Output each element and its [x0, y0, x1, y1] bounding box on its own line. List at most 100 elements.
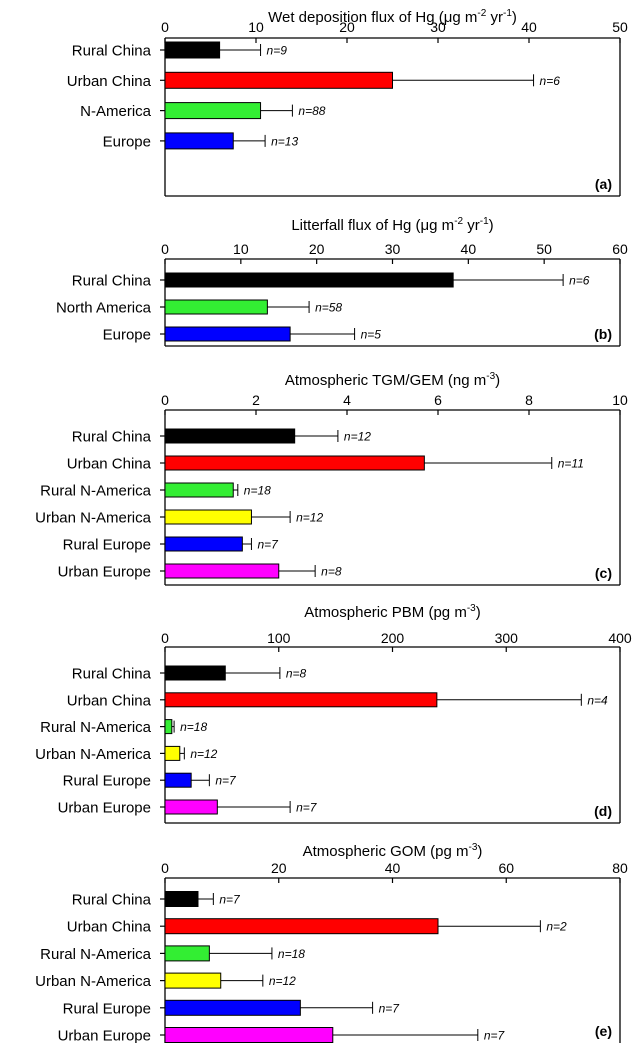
panel-c-n-label: n=8: [321, 565, 342, 579]
panel-c-tick-label: 4: [343, 392, 351, 408]
panel-e-bar: [164, 891, 199, 907]
panel-e-bar: [164, 972, 222, 989]
panel-b-category-label: Europe: [103, 327, 151, 344]
panel-e-n-label: n=7: [379, 1001, 401, 1015]
panel-e-category-label: Rural China: [72, 892, 152, 909]
panel-b-category-label: North America: [56, 300, 152, 317]
panel-a-category-label: Urban China: [67, 73, 152, 90]
panel-e-n-label: n=7: [484, 1029, 506, 1043]
panel-e-title: Atmospheric GOM (pg m-3): [303, 842, 483, 860]
panel-b-bar: [164, 299, 268, 315]
panel-d-category-label: Rural N-America: [40, 719, 152, 736]
panel-d-n-label: n=12: [190, 747, 217, 761]
panel-c-n-label: n=11: [558, 457, 584, 471]
panel-c-bar: [164, 455, 425, 471]
panel-c-category-label: Rural China: [72, 429, 152, 446]
panel-d-category-label: Rural China: [72, 666, 152, 683]
panel-e-panel-label: (e): [595, 1023, 612, 1039]
panel-a-category-label: Europe: [103, 133, 151, 150]
panel-a-tick-label: 20: [339, 19, 355, 35]
panel-c-category-label: Rural N-America: [40, 483, 152, 500]
panel-b-n-label: n=6: [569, 274, 590, 288]
panel-d-panel-label: (d): [594, 803, 612, 819]
panel-c-tick-label: 2: [252, 392, 260, 408]
panel-d-bar: [164, 665, 226, 681]
panel-d-tick-label: 0: [161, 630, 169, 646]
panel-c-title: Atmospheric TGM/GEM (ng m-3): [285, 371, 500, 389]
panel-b-tick-label: 20: [309, 241, 325, 257]
panel-d-bar: [164, 772, 192, 788]
panel-d-n-label: n=7: [296, 801, 318, 815]
panel-d-bar: [164, 719, 173, 735]
panel-b-tick-label: 60: [612, 241, 628, 257]
panel-e-bar: [164, 1027, 334, 1043]
panel-c-bar: [164, 509, 252, 525]
panel-c-tick-label: 0: [161, 392, 169, 408]
panel-e-category-label: Rural N-America: [40, 946, 152, 963]
panel-d-category-label: Urban N-America: [35, 746, 152, 763]
panel-a-n-label: n=13: [271, 134, 298, 148]
panel-c-n-label: n=18: [244, 484, 271, 498]
panel-c-bar: [164, 536, 243, 552]
panel-d-tick-label: 300: [495, 630, 519, 646]
panel-e-tick-label: 80: [612, 860, 628, 876]
panel-e-category-label: Rural Europe: [63, 1000, 151, 1017]
panel-e-bar: [164, 999, 301, 1016]
panel-c-bar: [164, 563, 280, 579]
panel-b-n-label: n=5: [361, 328, 382, 342]
panel-b-tick-label: 50: [536, 241, 552, 257]
panel-c-category-label: Urban Europe: [58, 564, 151, 581]
panel-a-bar: [164, 132, 234, 150]
panel-c-category-label: Urban N-America: [35, 510, 152, 527]
panel-c-category-label: Rural Europe: [63, 537, 151, 554]
panel-c-n-label: n=12: [344, 430, 371, 444]
panel-b-title: Litterfall flux of Hg (μg m-2 yr-1): [291, 216, 493, 234]
panel-c-bar: [164, 428, 296, 444]
panel-d-tick-label: 200: [381, 630, 405, 646]
panel-b-n-label: n=58: [315, 301, 342, 315]
panel-e-category-label: Urban N-America: [35, 973, 152, 990]
panel-d-bar: [164, 799, 218, 815]
panel-d-title: Atmospheric PBM (pg m-3): [304, 603, 480, 621]
panel-a-n-label: n=9: [267, 44, 288, 58]
panel-c-n-label: n=7: [257, 538, 279, 552]
panel-e-n-label: n=12: [269, 974, 296, 988]
panel-e-tick-label: 40: [385, 860, 401, 876]
panel-b-bar: [164, 326, 291, 342]
panel-a-category-label: N-America: [80, 103, 151, 120]
panel-a-n-label: n=6: [540, 74, 561, 88]
panel-c-panel-label: (c): [595, 565, 612, 581]
panel-d-category-label: Rural Europe: [63, 773, 151, 790]
panel-a-bar: [164, 102, 262, 120]
panel-b-bar: [164, 272, 454, 288]
panel-c-n-label: n=12: [296, 511, 323, 525]
panel-a-n-label: n=88: [298, 104, 325, 118]
panel-e-category-label: Urban China: [67, 919, 152, 936]
panel-d-category-label: Urban China: [67, 692, 152, 709]
panel-e-bar: [164, 945, 210, 962]
panel-a-tick-label: 0: [161, 19, 169, 35]
panel-d-n-label: n=18: [180, 720, 207, 734]
panel-c-category-label: Urban China: [67, 456, 152, 473]
panel-a-title: Wet deposition flux of Hg (μg m-2 yr-1): [268, 8, 517, 26]
panel-d-category-label: Urban Europe: [58, 800, 151, 817]
panel-a-tick-label: 30: [430, 19, 446, 35]
panel-d-tick-label: 400: [608, 630, 632, 646]
panel-e-tick-label: 60: [498, 860, 514, 876]
panel-c-bar: [164, 482, 234, 498]
panel-a-category-label: Rural China: [72, 43, 152, 60]
panel-b-tick-label: 10: [233, 241, 249, 257]
panel-c-tick-label: 8: [525, 392, 533, 408]
panel-b-tick-label: 40: [461, 241, 477, 257]
panel-c-tick-label: 10: [612, 392, 628, 408]
panel-e-tick-label: 20: [271, 860, 287, 876]
panel-e-n-label: n=2: [546, 920, 567, 934]
panel-e-n-label: n=7: [219, 893, 241, 907]
panel-a-tick-label: 10: [248, 19, 264, 35]
panel-b-tick-label: 30: [385, 241, 401, 257]
panel-e-category-label: Urban Europe: [58, 1028, 151, 1043]
panel-a-tick-label: 50: [612, 19, 628, 35]
panel-d-tick-label: 100: [267, 630, 291, 646]
panel-e-tick-label: 0: [161, 860, 169, 876]
